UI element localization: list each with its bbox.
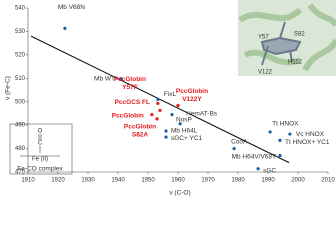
point-label: PccGlobin [112, 112, 144, 119]
point [164, 129, 168, 133]
point [63, 26, 67, 30]
point-label: FixL [164, 91, 177, 98]
y-tick-label: 540 [15, 6, 26, 12]
point-label: S82A [132, 132, 149, 139]
point-label: PccGlobin [124, 124, 156, 131]
y-axis-title: ν (Fe-C) [5, 76, 12, 100]
point-label: Y57F [122, 84, 138, 91]
x-tick-label: 1930 [81, 178, 95, 184]
point [155, 117, 159, 121]
point-label: sGC [263, 167, 276, 174]
point [119, 77, 123, 81]
point [164, 135, 168, 139]
point-label: NosP [176, 116, 192, 123]
y-tick-label: 530 [15, 29, 26, 35]
point-label: PccGlobin [176, 88, 208, 95]
inset-label: S82 [294, 32, 305, 38]
inset-label: Y57 [258, 35, 269, 41]
y-tick-label: 500 [15, 99, 26, 105]
point [176, 103, 180, 108]
point-label: PccGCS FL [115, 99, 150, 106]
y-tick-label: 490 [15, 123, 26, 129]
x-tick-label: 2010 [321, 178, 335, 184]
point-label: CooA [231, 138, 248, 145]
point [158, 108, 162, 112]
x-axis-title: ν (C-O) [169, 190, 190, 197]
chart: Y57 S82 H112 V122 O C Fe (II) Fe-CO comp… [5, 0, 336, 197]
x-tick-label: 1920 [51, 178, 65, 184]
inset-sticks [261, 21, 293, 66]
point-label: Tt HNOX+ YC1 [285, 139, 330, 146]
x-tick-label: 1990 [261, 178, 275, 184]
inset-label: H112 [288, 60, 303, 66]
point [278, 138, 282, 142]
trend-line [30, 35, 290, 164]
point [232, 146, 236, 151]
atom: C [38, 141, 43, 147]
schematic-caption: Fe-CO complex [17, 166, 63, 173]
x-tick-label: 2000 [291, 178, 305, 184]
point [156, 101, 160, 105]
point [278, 154, 282, 158]
point-label: Mb H64V/V68T [232, 153, 276, 160]
point-label: Mb V68N [58, 4, 85, 11]
point-label: PccGlobin [114, 76, 146, 83]
schematic: O C Fe (II) Fe-CO complex [9, 123, 73, 175]
x-tick-label: 1960 [171, 178, 185, 184]
y-tick-label: 510 [15, 76, 26, 82]
inset-ribbon [238, 3, 336, 72]
point-label: Tt HNOX [272, 121, 299, 128]
point [156, 97, 160, 101]
y-tick-label: 470 [15, 170, 26, 176]
point [170, 113, 174, 117]
schematic-box [9, 123, 73, 175]
point-label: Mb H64L [171, 128, 198, 135]
x-tick-label: 1980 [231, 178, 245, 184]
point-label: sGC+ YC1 [171, 135, 203, 142]
point-label: V122Y [182, 96, 202, 103]
inset: Y57 S82 H112 V122 [238, 0, 336, 76]
point [288, 132, 292, 136]
atom: Fe (II) [32, 157, 48, 163]
point-label: Vc HNOX [296, 131, 325, 138]
x-tick-label: 1940 [111, 178, 125, 184]
point [150, 113, 154, 117]
x-tick-label: 1970 [201, 178, 215, 184]
point [178, 122, 182, 126]
point [268, 130, 272, 134]
page: Y57 S82 H112 V122 O C Fe (II) Fe-CO comp… [4, 0, 336, 197]
inset-label: V122 [258, 70, 273, 76]
point [256, 167, 260, 171]
point-label: Mb WT [94, 75, 115, 82]
point-label: HemAT-Bs [186, 110, 218, 117]
atom: O [38, 129, 43, 135]
x-tick-label: 1910 [21, 178, 35, 184]
y-tick-label: 480 [15, 146, 26, 152]
y-tick-label: 520 [15, 52, 26, 58]
x-tick-label: 1950 [141, 178, 155, 184]
